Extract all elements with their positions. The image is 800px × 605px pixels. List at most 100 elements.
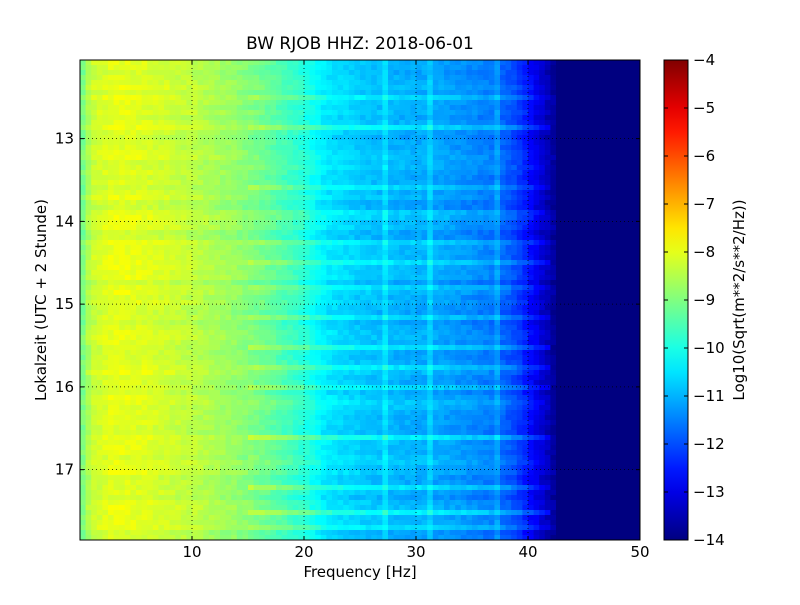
heatmap-cell (119, 220, 126, 226)
heatmap-cell (281, 140, 288, 146)
heatmap-cell (287, 300, 294, 306)
heatmap-cell (460, 205, 467, 211)
heatmap-cell (516, 160, 523, 166)
heatmap-cell (348, 200, 355, 206)
heatmap-cell (136, 120, 142, 126)
heatmap-cell (416, 120, 422, 126)
heatmap-cell (623, 220, 630, 226)
heatmap-cell (472, 215, 478, 221)
heatmap-cell (460, 275, 467, 281)
heatmap-cell (326, 165, 333, 171)
heatmap-cell (220, 60, 226, 66)
heatmap-cell (186, 305, 193, 311)
heatmap-cell (595, 290, 602, 296)
heatmap-cell (572, 180, 579, 186)
heatmap-cell (376, 190, 383, 196)
heatmap-cell (96, 265, 103, 271)
heatmap-cell (460, 80, 467, 86)
heatmap-cell (578, 75, 585, 81)
heatmap-cell (130, 260, 137, 266)
heatmap-cell (332, 85, 338, 91)
heatmap-cell (533, 165, 540, 171)
heatmap-cell (500, 100, 506, 106)
heatmap-cell (343, 95, 350, 101)
heatmap-cell (623, 90, 630, 96)
heatmap-cell (528, 280, 534, 286)
heatmap-cell (556, 245, 562, 251)
heatmap-cell (449, 80, 456, 86)
heatmap-cell (231, 80, 238, 86)
heatmap-cell (152, 275, 159, 281)
heatmap-cell (220, 295, 226, 301)
heatmap-cell (505, 280, 512, 286)
heatmap-cell (528, 165, 534, 171)
heatmap-cell (617, 175, 624, 181)
heatmap-cell (365, 265, 372, 271)
heatmap-cell (220, 300, 226, 306)
heatmap-cell (539, 180, 546, 186)
heatmap-cell (365, 135, 372, 141)
heatmap-cell (292, 250, 299, 256)
heatmap-cell (220, 100, 226, 106)
heatmap-cell (124, 140, 131, 146)
heatmap-cell (242, 135, 249, 141)
heatmap-cell (320, 130, 327, 136)
heatmap-cell (231, 235, 238, 241)
heatmap-cell (539, 195, 546, 201)
heatmap-cell (421, 115, 428, 121)
heatmap-cell (130, 270, 137, 276)
heatmap-cell (410, 275, 417, 281)
heatmap-cell (253, 290, 260, 296)
heatmap-cell (511, 125, 518, 131)
heatmap-cell (214, 215, 221, 221)
heatmap-cell (203, 130, 210, 136)
heatmap-cell (298, 300, 305, 306)
heatmap-cell (164, 270, 170, 276)
heatmap-cell (259, 115, 266, 121)
heatmap-cell (309, 65, 316, 71)
heatmap-cell (337, 255, 344, 261)
heatmap-cell (320, 300, 327, 306)
heatmap-cell (500, 255, 506, 261)
heatmap-cell (550, 110, 557, 116)
heatmap-cell (421, 305, 428, 311)
heatmap-cell (623, 130, 630, 136)
heatmap-cell (511, 75, 518, 81)
heatmap-cell (365, 270, 372, 276)
heatmap-cell (606, 210, 613, 216)
heatmap-cell (634, 280, 640, 286)
heatmap-cell (500, 85, 506, 91)
heatmap-cell (236, 275, 243, 281)
heatmap-cell (410, 240, 417, 246)
heatmap-cell (365, 255, 372, 261)
heatmap-cell (595, 80, 602, 86)
heatmap-cell (444, 95, 450, 101)
heatmap-cell (427, 240, 434, 246)
heatmap-cell (197, 155, 204, 161)
heatmap-cell (175, 145, 182, 151)
heatmap-cell (449, 195, 456, 201)
heatmap-cell (556, 80, 562, 86)
heatmap-cell (259, 265, 266, 271)
heatmap-cell (528, 160, 534, 166)
heatmap-cell (337, 290, 344, 296)
heatmap-cell (516, 140, 523, 146)
heatmap-cell (444, 210, 450, 216)
heatmap-cell (399, 285, 406, 291)
heatmap-cell (220, 265, 226, 271)
heatmap-cell (259, 205, 266, 211)
heatmap-cell (544, 210, 551, 216)
heatmap-cell (175, 150, 182, 156)
heatmap-cell (533, 150, 540, 156)
heatmap-cell (444, 290, 450, 296)
heatmap-cell (533, 85, 540, 91)
heatmap-cell (432, 285, 439, 291)
heatmap-cell (326, 85, 333, 91)
heatmap-cell (617, 145, 624, 151)
heatmap-cell (102, 210, 109, 216)
heatmap-cell (214, 305, 221, 311)
heatmap-cell (332, 125, 338, 131)
heatmap-cell (248, 300, 254, 306)
heatmap-cell (421, 210, 428, 216)
heatmap-cell (208, 275, 215, 281)
